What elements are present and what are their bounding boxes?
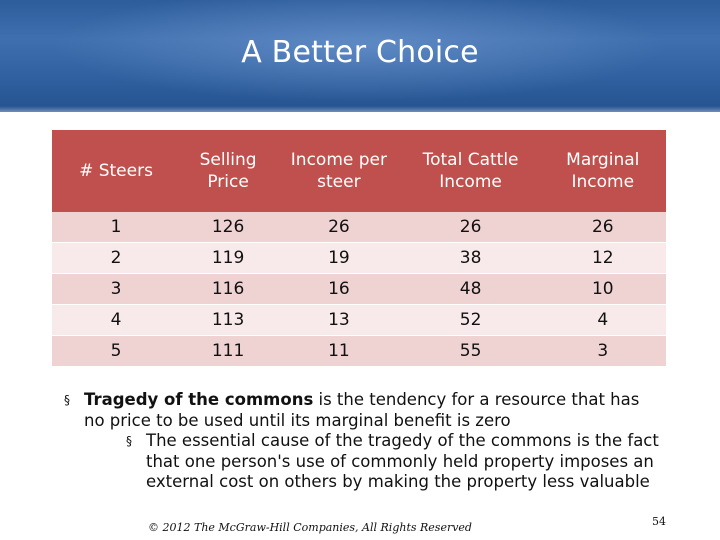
table-cell: 1 [52, 212, 180, 243]
table-cell: 2 [52, 242, 180, 274]
bullet-item: § Tragedy of the commons is the tendency … [62, 390, 662, 431]
header-income-per-steer: Income per steer [276, 130, 402, 212]
header-marginal-income: Marginal Income [539, 130, 666, 212]
header-total-cattle-income: Total Cattle Income [401, 130, 540, 212]
table-row: 4 113 13 52 4 [52, 304, 666, 336]
copyright-footer: © 2012 The McGraw-Hill Companies, All Ri… [148, 521, 472, 534]
table-cell: 10 [539, 273, 666, 305]
steers-income-table: # Steers Selling Price Income per steer … [52, 130, 666, 367]
bullet-marker-icon: § [126, 434, 132, 448]
bullet-key-term: Tragedy of the commons [84, 390, 314, 409]
table-row: 5 111 11 55 3 [52, 335, 666, 367]
sub-bullet-item: § The essential cause of the tragedy of t… [62, 431, 662, 493]
table-cell: 19 [276, 242, 402, 274]
page-number: 54 [652, 515, 666, 528]
table-row: 3 116 16 48 10 [52, 273, 666, 305]
table-cell: 5 [52, 335, 180, 367]
title-banner: A Better Choice [0, 0, 720, 112]
table-cell: 11 [276, 335, 402, 367]
table-cell: 3 [539, 335, 666, 367]
bullet-text: is the tendency for a resource that has … [84, 390, 640, 430]
table-header-row: # Steers Selling Price Income per steer … [52, 130, 666, 212]
table-cell: 116 [180, 273, 277, 305]
table-cell: 16 [276, 273, 402, 305]
table-cell: 4 [52, 304, 180, 336]
table-cell: 119 [180, 242, 277, 274]
table-cell: 111 [180, 335, 277, 367]
table-cell: 113 [180, 304, 277, 336]
table-cell: 38 [401, 242, 540, 274]
table-cell: 3 [52, 273, 180, 305]
table-cell: 52 [401, 304, 540, 336]
table-cell: 26 [539, 212, 666, 243]
header-selling-price: Selling Price [180, 130, 277, 212]
table-cell: 48 [401, 273, 540, 305]
slide-title: A Better Choice [241, 35, 479, 70]
table-cell: 4 [539, 304, 666, 336]
table-cell: 12 [539, 242, 666, 274]
table-cell: 13 [276, 304, 402, 336]
header-steers: # Steers [52, 130, 180, 212]
table-cell: 126 [180, 212, 277, 243]
sub-bullet-text: The essential cause of the tragedy of th… [146, 431, 659, 491]
table-row: 1 126 26 26 26 [52, 212, 666, 243]
table-cell: 26 [276, 212, 402, 243]
table-row: 2 119 19 38 12 [52, 242, 666, 274]
bullet-marker-icon: § [64, 393, 70, 407]
bullet-list: § Tragedy of the commons is the tendency … [62, 390, 662, 493]
table-cell: 26 [401, 212, 540, 243]
table-cell: 55 [401, 335, 540, 367]
